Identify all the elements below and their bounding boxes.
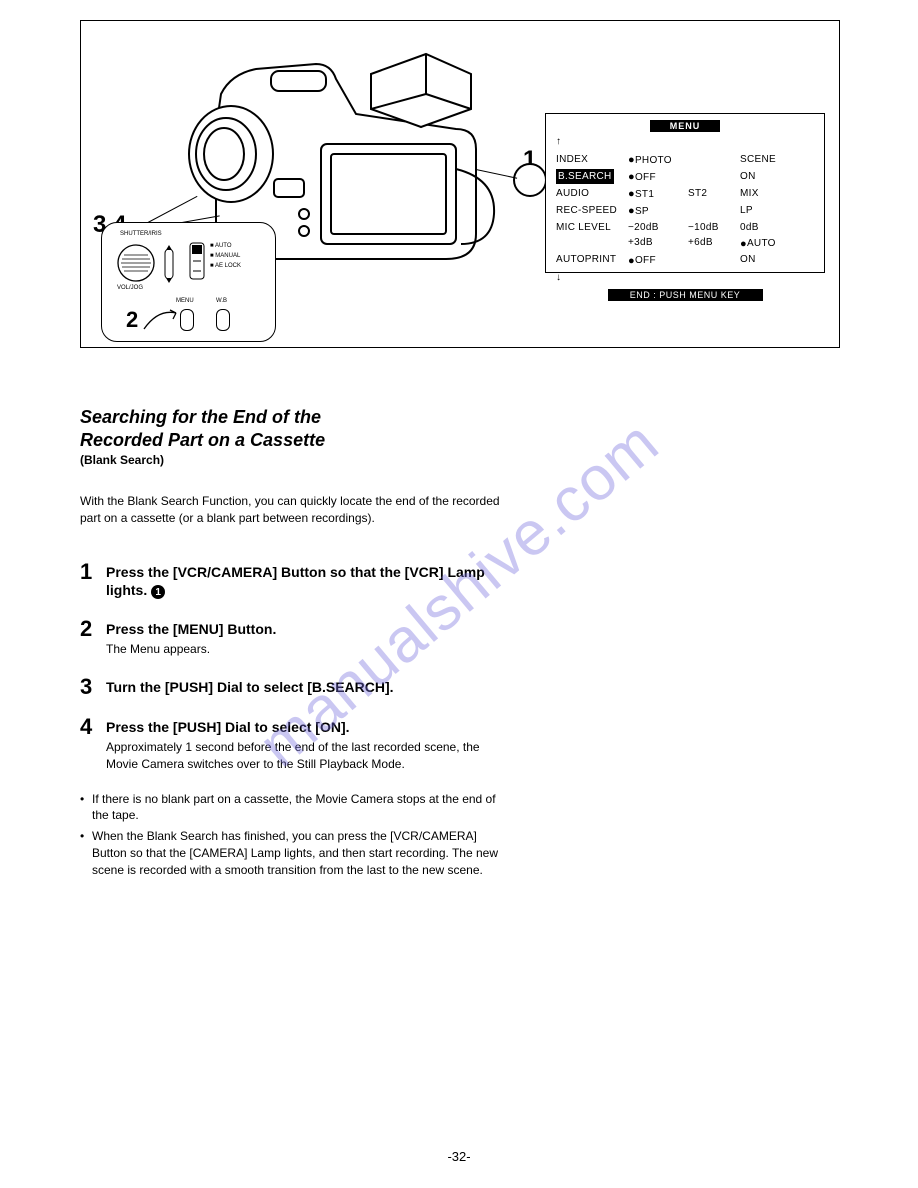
section-subtitle: (Blank Search) [80,453,500,467]
push-dial-icon [114,241,158,285]
mode-slider-icon [188,241,206,281]
wb-button-icon [216,309,230,331]
step-description: The Menu appears. [106,641,500,658]
reference-bullet: 1 [151,585,165,599]
step-description: Approximately 1 second before the end of… [106,739,500,773]
step: 1Press the [VCR/CAMERA] Button so that t… [80,561,500,601]
step-number: 3 [80,676,98,698]
menu-row: B.SEARCH●OFFON [556,169,814,186]
content-column: Searching for the End of the Recorded Pa… [80,406,500,879]
intro-paragraph: With the Blank Search Function, you can … [80,493,500,527]
menu-footer: END : PUSH MENU KEY [608,289,763,301]
step-number: 1 [80,561,98,601]
step: 3 Turn the [PUSH] Dial to select [B.SEARC… [80,676,500,698]
step: 2 Press the [MENU] Button. The Menu appear… [80,618,500,658]
callout-2: 2 [126,307,138,333]
step-number: 2 [80,618,98,658]
menu-row: MIC LEVEL−20dB−10dB0dB [556,220,814,236]
step-title: Press the [MENU] Button. [106,620,500,639]
menu-button-icon [180,309,194,331]
menu-header: MENU [650,120,720,132]
step-title: Turn the [PUSH] Dial to select [B.SEARCH… [106,678,500,697]
section-title: Searching for the End of the Recorded Pa… [80,406,500,451]
page-number: -32- [447,1149,470,1164]
step-number: 4 [80,716,98,772]
menu-row: AUDIO●ST1ST2MIX [556,186,814,203]
step-title: Press the [VCR/CAMERA] Button so that th… [106,563,500,601]
note-item: When the Blank Search has finished, you … [80,828,500,878]
figure-panel: 3,4 1 CAMERA VCR [80,20,840,348]
menu-row: INDEX●PHOTOSCENE [556,152,814,169]
step2-arrow [140,305,180,335]
note-item: If there is no blank part on a cassette,… [80,791,500,825]
menu-row: +3dB+6dB●AUTO [556,235,814,252]
push-indicator-icon [162,243,176,285]
notes-list: If there is no blank part on a cassette,… [80,791,500,879]
steps-list: 1Press the [VCR/CAMERA] Button so that t… [80,561,500,773]
step-title: Press the [PUSH] Dial to select [ON]. [106,718,500,737]
menu-row: REC-SPEED●SPLP [556,203,814,220]
step: 4 Press the [PUSH] Dial to select [ON]. Ap… [80,716,500,772]
menu-row: AUTOPRINT●OFFON [556,252,814,269]
osd-menu-panel: MENU ↑ INDEX●PHOTOSCENEB.SEARCH●OFFONAUD… [545,113,825,273]
